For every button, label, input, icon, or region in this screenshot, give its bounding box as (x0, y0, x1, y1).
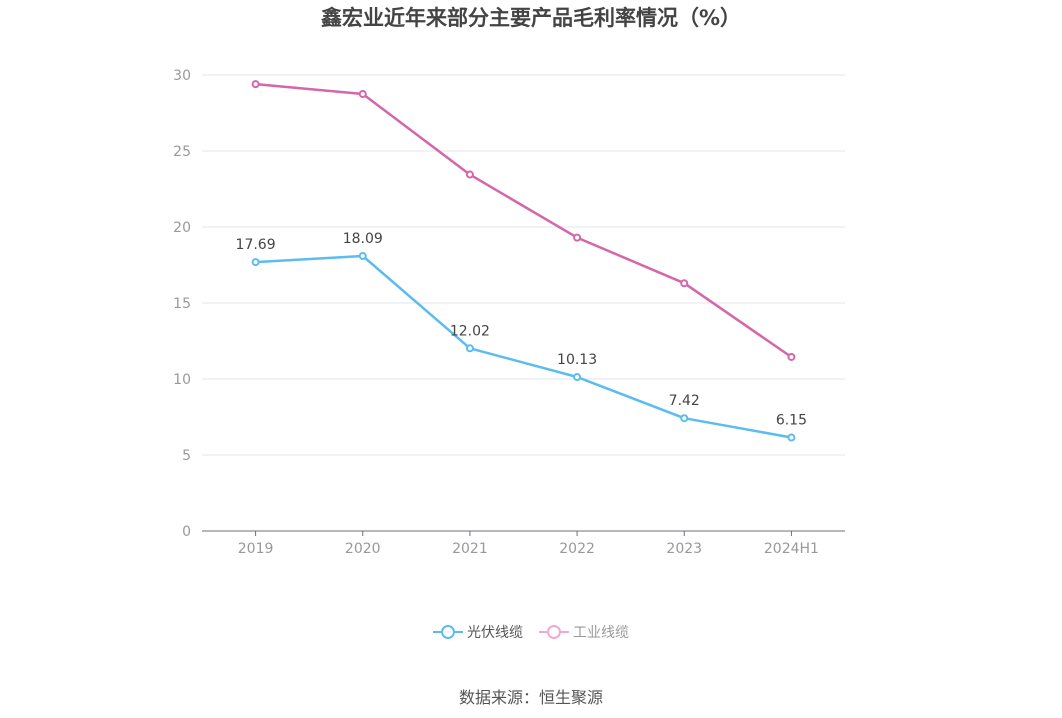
data-point (680, 279, 689, 288)
x-tick-label: 2024H1 (764, 541, 819, 557)
axes: 0 5 10 15 20 25 30 2019 2020 2021 2022 2023 2024H1 (173, 68, 845, 557)
grid-lines (202, 74, 845, 456)
data-point (787, 433, 796, 442)
data-label: 7.42 (669, 393, 700, 409)
data-labels: 17.69 18.09 12.02 10.13 7.42 6.15 (236, 231, 807, 428)
line-chart: 0 5 10 15 20 25 30 2019 2020 2021 2022 2023 2024H1 1… (173, 68, 845, 557)
y-tick-label: 25 (173, 144, 191, 160)
data-label: 18.09 (343, 231, 383, 247)
chart-title: 鑫宏业近年来部分主要产品毛利率情况（%） (320, 6, 742, 30)
data-point (465, 170, 474, 179)
legend-line-circle-icon (539, 622, 569, 642)
y-tick-label: 0 (182, 524, 191, 540)
y-tick-label: 15 (173, 296, 191, 312)
series (251, 80, 796, 442)
data-point (787, 352, 796, 361)
data-point (680, 414, 689, 423)
x-tick-label: 2019 (238, 541, 274, 557)
legend: 光伏线缆 工业线缆 (0, 622, 1062, 642)
legend-line-circle-icon (433, 622, 463, 642)
y-tick-label: 30 (173, 68, 191, 84)
data-point (465, 344, 474, 353)
data-point (251, 80, 260, 89)
data-source: 数据来源：恒生聚源 (458, 688, 603, 707)
data-label: 10.13 (557, 352, 597, 368)
x-tick-label: 2023 (666, 541, 702, 557)
legend-label: 光伏线缆 (467, 625, 523, 641)
data-label: 6.15 (776, 413, 807, 429)
x-tick-label: 2021 (452, 541, 488, 557)
y-tick-label: 20 (173, 220, 191, 236)
data-point (358, 90, 367, 98)
series-line (254, 254, 793, 439)
x-tick-label: 2020 (345, 541, 381, 557)
y-tick-label: 10 (173, 372, 191, 388)
x-tick-label: 2022 (559, 541, 595, 557)
y-tick-label: 5 (182, 448, 191, 464)
data-point (573, 233, 582, 242)
legend-label: 工业线缆 (573, 625, 629, 641)
data-label: 17.69 (236, 237, 276, 253)
data-point (251, 258, 260, 267)
data-point (573, 373, 582, 382)
series-line (254, 82, 793, 359)
data-label: 12.02 (450, 323, 490, 339)
legend-item-pv-cable[interactable]: 光伏线缆 (433, 622, 523, 642)
legend-item-industrial-cable[interactable]: 工业线缆 (539, 622, 629, 642)
data-point (358, 252, 367, 261)
